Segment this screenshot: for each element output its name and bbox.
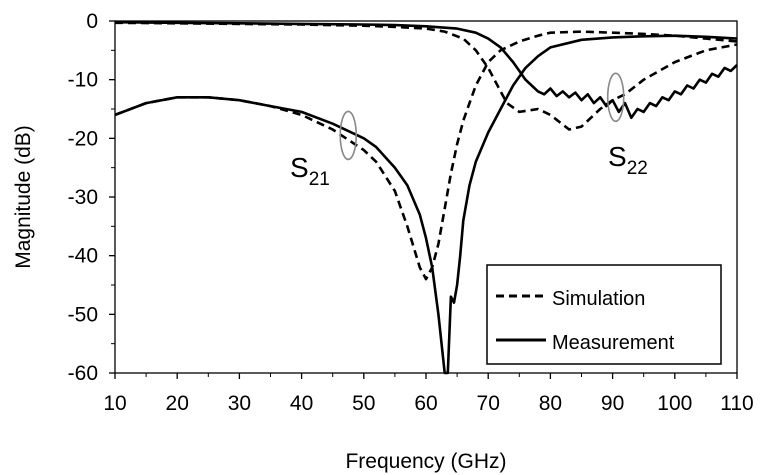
- x-tick-label: 50: [352, 392, 375, 415]
- y-tick-label: -20: [68, 127, 98, 150]
- legend-label-measurement: Measurement: [552, 332, 675, 354]
- x-tick-label: 110: [720, 392, 753, 415]
- x-tick-label: 30: [228, 392, 251, 415]
- y-tick-label: 0: [86, 10, 98, 33]
- x-tick-label: 20: [166, 392, 189, 415]
- x-tick-label: 70: [477, 392, 500, 415]
- x-axis-label: Frequency (GHz): [345, 450, 506, 473]
- x-tick-label: 60: [414, 392, 437, 415]
- s21-label: S21: [290, 152, 330, 190]
- s21-ellipse: [339, 110, 358, 161]
- s22-label: S22: [608, 141, 648, 179]
- series-lines: [114, 20, 738, 375]
- series-solid-s22: [114, 20, 738, 120]
- legend: Simulation Measurement: [486, 264, 722, 365]
- x-tick-label: 40: [290, 392, 313, 415]
- series-dashed-s22: [114, 21, 738, 131]
- legend-box: [486, 264, 722, 365]
- y-tick-label: -10: [68, 69, 98, 92]
- x-tick-label: 80: [539, 392, 562, 415]
- legend-label-simulation: Simulation: [552, 288, 645, 310]
- axis-ticks: 10 20 30 40 50 60 70 80 90 100 110 0 -10 -20 -30 -40 -50…: [68, 10, 754, 415]
- y-tick-label: -60: [68, 362, 98, 385]
- x-tick-label: 10: [103, 392, 126, 415]
- y-axis-label: Magnitude (dB): [12, 125, 35, 269]
- s22-ellipse: [606, 72, 625, 123]
- y-tick-label: -30: [68, 186, 98, 209]
- series-solid-s21: [114, 34, 738, 375]
- y-tick-label: -50: [68, 303, 98, 326]
- x-tick-label: 90: [601, 392, 624, 415]
- y-tick-label: -40: [68, 245, 98, 268]
- x-tick-label: 100: [657, 392, 692, 415]
- annotations: S21 S22: [290, 72, 648, 190]
